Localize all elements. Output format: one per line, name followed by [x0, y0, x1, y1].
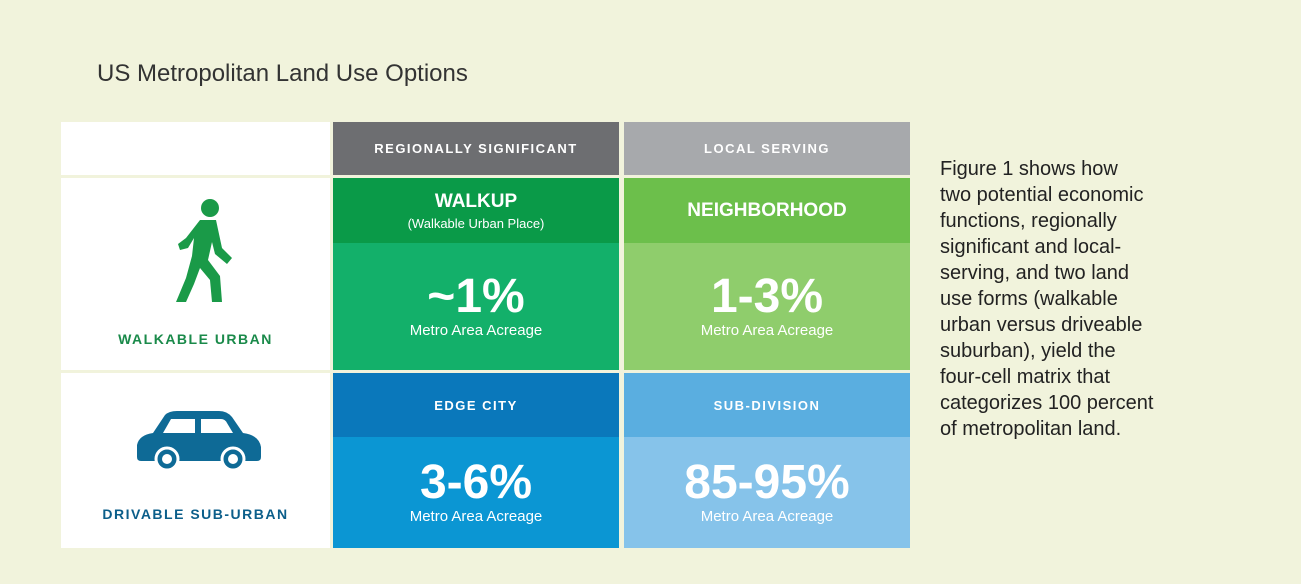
description-line: four-cell matrix that [940, 366, 1111, 388]
cell-header: NEIGHBORHOOD [624, 178, 910, 243]
description-line: two potential economic [940, 184, 1144, 206]
row-label: WALKABLE URBAN [118, 331, 273, 347]
row-header: DRIVABLE SUB-URBAN [61, 373, 330, 548]
cell-header: SUB-DIVISION [624, 373, 910, 437]
cell-value: 85-95% [684, 456, 850, 509]
cell-body: 3-6% Metro Area Acreage [333, 437, 619, 548]
walking-icon [176, 199, 232, 302]
column-header: LOCAL SERVING [624, 122, 910, 175]
column-header: REGIONALLY SIGNIFICANT [333, 122, 619, 175]
description-line: use forms (walkable [940, 288, 1118, 310]
description-line: categorizes 100 percent [940, 392, 1154, 414]
description-line: functions, regionally [940, 210, 1117, 232]
row-header: WALKABLE URBAN [61, 178, 330, 370]
cell-name: EDGE CITY [434, 397, 518, 413]
cell-caption: Metro Area Acreage [409, 322, 543, 339]
cell-name: SUB-DIVISION [713, 397, 821, 413]
cell-value: ~1% [427, 270, 525, 323]
row-label: DRIVABLE SUB-URBAN [102, 506, 289, 522]
cell-body: 1-3% Metro Area Acreage [624, 243, 910, 370]
cell-header: WALKUP (Walkable Urban Place) [333, 178, 619, 243]
description-line: serving, and two land [940, 262, 1130, 284]
cell-name: NEIGHBORHOOD [687, 199, 847, 221]
corner [61, 122, 330, 175]
cell-header: EDGE CITY [333, 373, 619, 437]
description-line: suburban), yield the [940, 340, 1116, 362]
cell-body: 85-95% Metro Area Acreage [624, 437, 910, 548]
description-line: urban versus driveable [940, 314, 1143, 336]
description-line: Figure 1 shows how [940, 158, 1118, 180]
title: US Metropolitan Land Use Options [97, 60, 468, 87]
cell-value: 3-6% [419, 456, 533, 509]
cell-caption: Metro Area Acreage [700, 322, 834, 339]
cell-value: 1-3% [710, 270, 824, 323]
cell-caption: Metro Area Acreage [700, 508, 834, 525]
description-line: significant and local- [940, 236, 1122, 258]
cell-caption: Metro Area Acreage [409, 508, 543, 525]
cell-subtitle: (Walkable Urban Place) [407, 215, 545, 231]
description: Figure 1 shows how two potential economic… [940, 156, 1153, 442]
cell-name: WALKUP [434, 190, 518, 212]
description-line: of metropolitan land. [940, 418, 1122, 440]
cell-body: ~1% Metro Area Acreage [333, 243, 619, 370]
car-icon [137, 411, 261, 472]
